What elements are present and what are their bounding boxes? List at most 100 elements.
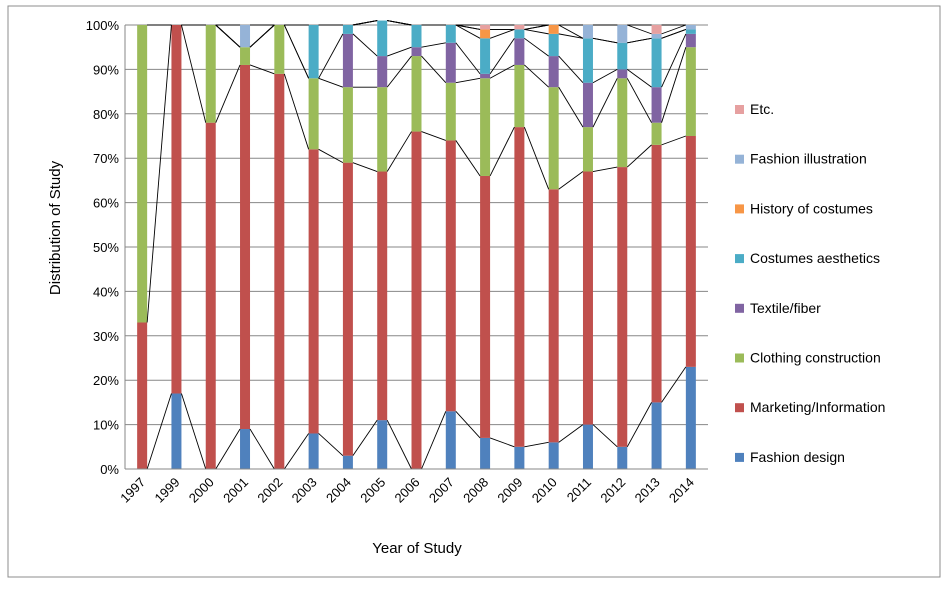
series-line [558,33,584,39]
y-tick-label: 40% [93,284,119,299]
series-line [592,78,618,128]
bar-segment [342,455,353,469]
series-line [661,366,687,403]
series-line [181,393,207,470]
series-line [455,410,481,439]
bar-segment [480,175,491,438]
series-line [318,433,344,457]
series-line [524,24,549,30]
series-line [421,131,446,141]
bar-segment [685,29,696,34]
series-line [146,393,172,470]
series-line [661,33,687,88]
series-line [626,144,652,168]
series-line [352,419,378,456]
bar-segment [514,29,525,39]
bar-segment [651,33,662,39]
bar-segment [685,366,696,469]
bar-segment [240,64,251,430]
legend-label: Clothing construction [750,350,881,366]
bar-segment [514,64,525,128]
series-line [352,20,378,26]
legend-label: Marketing/Information [750,399,885,415]
series-line [592,424,618,448]
series-line [592,166,618,172]
bar-segment [480,78,491,176]
bar-segment [651,25,662,34]
series-line [421,411,447,470]
series-line [661,29,687,39]
series-line [489,126,515,177]
series-line [592,69,618,84]
series-line [146,24,172,323]
legend-label: Fashion design [750,449,845,465]
bar-segment [377,171,388,421]
series-line [352,162,378,172]
legend-swatch [735,105,744,114]
bar-segment [548,189,559,443]
bar-segment [617,69,628,79]
bar-segment [617,446,628,469]
bar-segment [651,87,662,123]
bar-segment [445,140,456,412]
series-line [627,37,652,44]
y-tick-label: 80% [93,107,119,122]
series-line [558,86,584,128]
bar-segment [411,56,422,132]
series-line [386,131,412,172]
bar-segment [171,393,182,469]
bar-segment [411,47,422,57]
y-tick-label: 10% [93,418,119,433]
bar-segment [651,144,662,403]
bar-segment [308,25,319,79]
y-tick-label: 0% [100,462,119,477]
bar-segment [514,38,525,65]
series-line [318,33,344,79]
axes [124,25,708,470]
bar-segment [342,162,353,456]
series-line [455,77,481,84]
bar-segment [582,127,593,172]
series-line [524,28,549,35]
bar-segment [274,25,285,74]
bar-segment [651,122,662,145]
bar-segment [685,25,696,30]
bar-segment [137,25,148,323]
bar-segment [137,322,148,469]
series-line [661,135,687,146]
series-line [283,73,310,150]
x-axis-label: Year of Study [372,540,462,557]
bar-segment [377,20,388,57]
series-line [455,24,481,30]
series-line [455,24,481,39]
y-tick-label: 30% [93,329,119,344]
series-line [524,37,549,57]
series-line [215,428,241,470]
series-line [626,78,652,123]
bar-segment [480,38,491,74]
series-line [386,419,412,470]
bars [137,20,696,470]
bar-segment [342,33,353,88]
y-tick-label: 50% [93,240,119,255]
legend-swatch [735,254,744,264]
series-line [489,29,515,39]
series-line [215,64,241,123]
legend-swatch [735,204,744,214]
bar-segment [342,25,353,34]
bar-segment [342,87,353,163]
bar-segment [171,25,182,394]
bar-segment [582,82,593,128]
series-line [661,24,687,35]
legend: Etc. Fashion illustration History of costu… [735,101,885,465]
series-line [215,24,241,48]
legend-label: History of costumes [750,200,873,216]
bar-segment [274,73,285,469]
series-line [352,33,378,57]
legend-label: Etc. [750,101,774,117]
bar-segment [308,149,319,434]
y-axis-label: Distribution of Study [47,160,64,295]
series-line [524,441,549,448]
series-line [318,77,344,88]
